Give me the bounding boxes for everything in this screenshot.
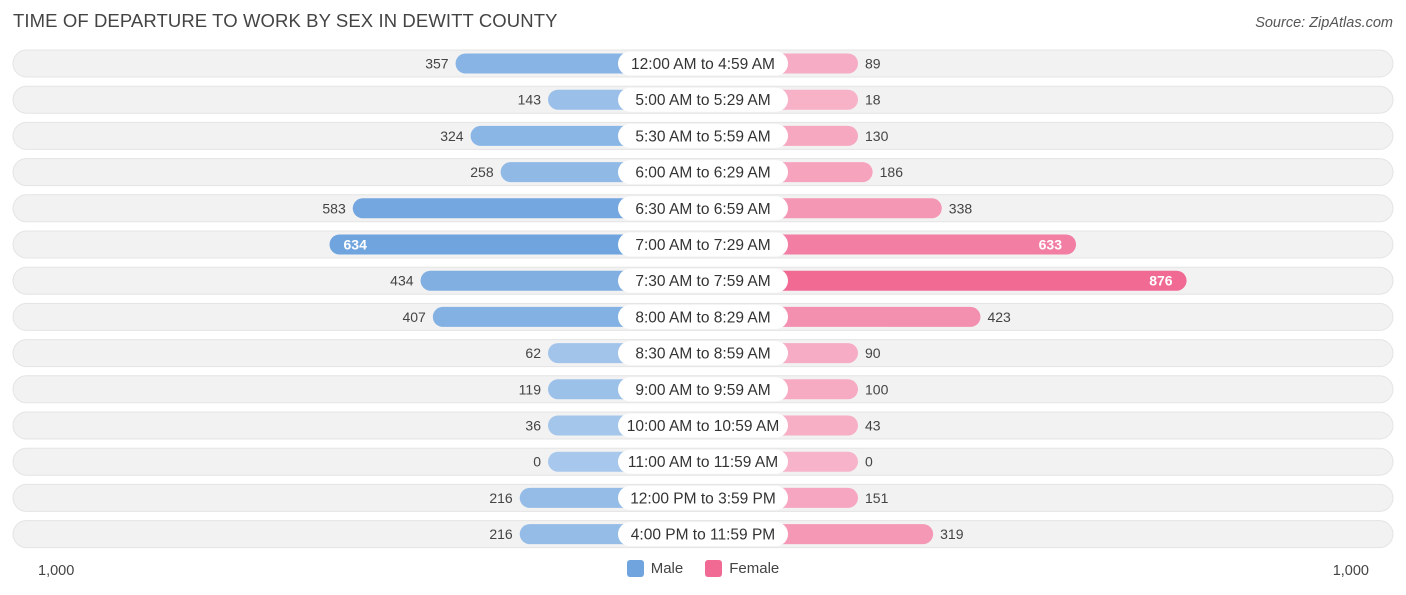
category-pill [618,377,788,402]
male-bar [352,198,703,219]
female-value-label: 100 [865,381,889,397]
legend-label-female: Female [729,560,780,577]
female-value-label: 151 [865,490,889,506]
legend-swatch-male [626,560,644,577]
category-pill [618,87,788,112]
category-pill [618,51,788,76]
female-value-label: 186 [880,164,904,180]
male-value-label: 407 [402,309,426,325]
female-value-label: 423 [987,309,1011,325]
legend-item-male[interactable]: Male [626,560,684,577]
category-pill [618,196,788,221]
male-bar [329,234,703,255]
female-value-label: 633 [1039,237,1063,253]
female-value-label: 876 [1149,273,1173,289]
category-label: 9:00 AM to 9:59 AM [635,382,770,399]
female-bar [703,270,1187,291]
category-label: 8:00 AM to 8:29 AM [635,309,770,326]
legend: Male Female [0,560,1406,577]
male-value-label: 143 [518,92,542,108]
male-value-label: 0 [533,454,541,470]
male-value-label: 119 [519,381,542,397]
category-pill [618,449,788,474]
category-pill [618,123,788,148]
male-value-label: 583 [322,200,346,216]
female-value-label: 43 [865,418,881,434]
source-label: Source: ZipAtlas.com [1255,15,1393,31]
male-value-label: 258 [470,164,494,180]
female-value-label: 89 [865,56,881,72]
category-pill [618,304,788,329]
category-label: 7:30 AM to 7:59 AM [635,273,770,290]
axis-left-label: 1,000 [38,563,75,579]
category-label: 12:00 PM to 3:59 PM [630,490,776,507]
chart-title: TIME OF DEPARTURE TO WORK BY SEX IN DEWI… [13,10,558,31]
female-value-label: 0 [865,454,873,470]
male-value-label: 357 [425,56,449,72]
category-label: 6:30 AM to 6:59 AM [635,201,770,218]
category-label: 8:30 AM to 8:59 AM [635,346,770,363]
category-pill [618,413,788,438]
category-label: 10:00 AM to 10:59 AM [627,418,780,435]
category-label: 5:30 AM to 5:59 AM [635,128,770,145]
category-pill [618,341,788,366]
legend-label-male: Male [650,560,684,577]
male-value-label: 324 [440,128,464,144]
female-value-label: 319 [940,526,964,542]
category-pill [618,268,788,293]
male-value-label: 434 [390,273,414,289]
male-value-label: 634 [344,237,368,253]
female-value-label: 90 [865,345,881,361]
category-pill [618,485,788,510]
category-label: 4:00 PM to 11:59 PM [631,527,775,544]
female-value-label: 130 [865,128,889,144]
male-value-label: 62 [525,345,541,361]
category-label: 11:00 AM to 11:59 AM [628,454,778,471]
female-bar [703,234,1077,255]
male-value-label: 36 [525,418,541,434]
axis-right-label: 1,000 [1332,563,1369,579]
category-pill [618,160,788,185]
legend-item-female[interactable]: Female [705,560,779,577]
category-label: 6:00 AM to 6:29 AM [635,165,770,182]
category-label: 5:00 AM to 5:29 AM [635,92,770,109]
category-label: 7:00 AM to 7:29 AM [635,237,770,254]
category-label: 12:00 AM to 4:59 AM [631,56,775,73]
legend-swatch-female [705,560,723,577]
female-value-label: 18 [865,92,881,108]
male-value-label: 216 [489,490,513,506]
category-pill [618,522,788,547]
female-value-label: 338 [949,200,973,216]
male-value-label: 216 [489,526,513,542]
category-pill [618,232,788,257]
